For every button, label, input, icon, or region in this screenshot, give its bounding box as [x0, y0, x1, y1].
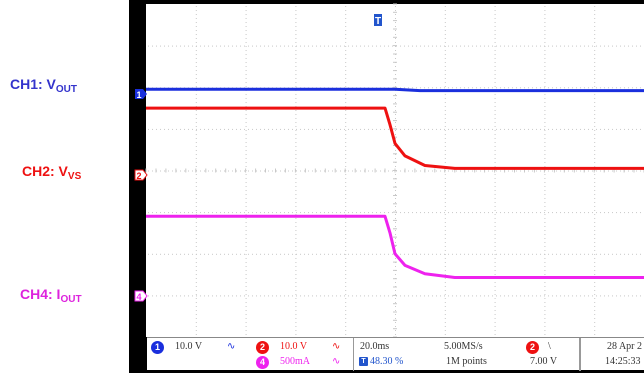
- oscilloscope-display: T 1 2 4: [129, 0, 644, 373]
- trigger-slope-icon: \: [548, 341, 551, 352]
- trigger-position-icon: T: [359, 357, 368, 366]
- ch4-badge[interactable]: 4: [256, 356, 269, 369]
- status-bar: 1 10.0 V ∿ 2 10.0 V ∿ 4 500mA ∿ 20.0ms T…: [147, 337, 644, 371]
- ch1-scale: 10.0 V: [175, 341, 203, 352]
- ch2-scale: 10.0 V: [280, 341, 308, 352]
- ch1-marker-label: 1: [136, 90, 141, 100]
- trace-ch1: [146, 87, 644, 93]
- ch4-label: CH4: IOUT: [20, 286, 82, 305]
- datetime-cell: 28 Apr 2 14:25:33: [580, 338, 644, 371]
- time: 14:25:33: [605, 356, 641, 367]
- trace-ch2: [146, 106, 644, 170]
- graticule-grid: [145, 3, 644, 338]
- waveform-screen: T 1 2 4: [134, 3, 644, 338]
- timebase: 20.0ms: [360, 341, 390, 352]
- record-length: 1M points: [446, 356, 487, 367]
- trigger-level: 7.00 V: [530, 356, 558, 367]
- trigger-source-badge[interactable]: 2: [526, 341, 539, 354]
- sample-rate: 5.00MS/s: [444, 341, 483, 352]
- ch2-bandwidth-icon: ∿: [332, 341, 341, 352]
- waveform-traces: [146, 87, 644, 279]
- ch2-label: CH2: VVS: [22, 163, 82, 182]
- ch2-badge[interactable]: 2: [256, 341, 269, 354]
- ch4-bandwidth-icon: ∿: [332, 356, 341, 367]
- ch2-marker-label: 2: [136, 171, 141, 181]
- trigger-marker-label: T: [375, 16, 381, 27]
- trace-ch4: [146, 214, 644, 279]
- ch1-label: CH1: VOUT: [10, 76, 78, 95]
- ch4-marker-label: 4: [136, 292, 141, 302]
- vertical-settings-cell: 1 10.0 V ∿ 2 10.0 V ∿ 4 500mA ∿: [147, 338, 354, 371]
- ch1-badge[interactable]: 1: [151, 341, 164, 354]
- horizontal-settings-cell: 20.0ms T 48.30 % 5.00MS/s 1M points 2 \ …: [354, 338, 580, 371]
- ch1-bandwidth-icon: ∿: [227, 341, 236, 352]
- ch4-scale: 500mA: [280, 356, 310, 367]
- ch2-ground-marker: 2: [134, 169, 148, 181]
- trigger-marker: T: [374, 14, 382, 27]
- ch1-ground-marker: 1: [135, 89, 147, 100]
- trigger-position: 48.30 %: [370, 356, 404, 367]
- date: 28 Apr 2: [607, 341, 642, 352]
- ch4-ground-marker: 4: [134, 290, 148, 302]
